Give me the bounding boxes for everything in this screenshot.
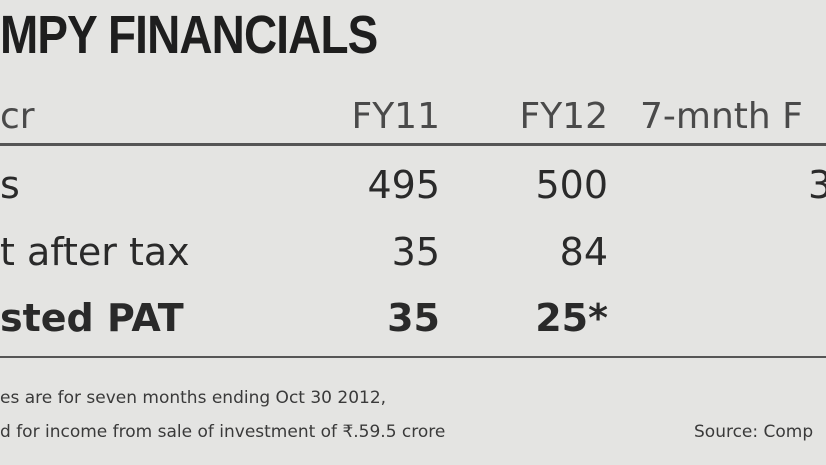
column-header: 7-mnth F	[640, 96, 803, 137]
column-header: FY11	[351, 96, 440, 137]
row-label: t after tax	[0, 230, 190, 274]
row-label: s	[0, 163, 20, 207]
cell-value: 84	[559, 230, 608, 274]
cell-value: 500	[535, 163, 608, 207]
title: MPY FINANCIALS	[0, 5, 378, 65]
rule	[0, 143, 826, 146]
cell-value: 3	[808, 163, 826, 207]
footnote: d for income from sale of investment of …	[0, 422, 446, 442]
row-label: sted PAT	[0, 296, 184, 340]
column-header: FY12	[519, 96, 608, 137]
cell-value: 25*	[535, 296, 608, 340]
column-header: cr	[0, 96, 35, 137]
footnote: es are for seven months ending Oct 30 20…	[0, 388, 387, 408]
cell-value: 35	[387, 296, 440, 340]
cell-value: 35	[391, 230, 440, 274]
source: Source: Comp	[694, 422, 814, 442]
cell-value: 495	[367, 163, 440, 207]
rule	[0, 356, 826, 358]
